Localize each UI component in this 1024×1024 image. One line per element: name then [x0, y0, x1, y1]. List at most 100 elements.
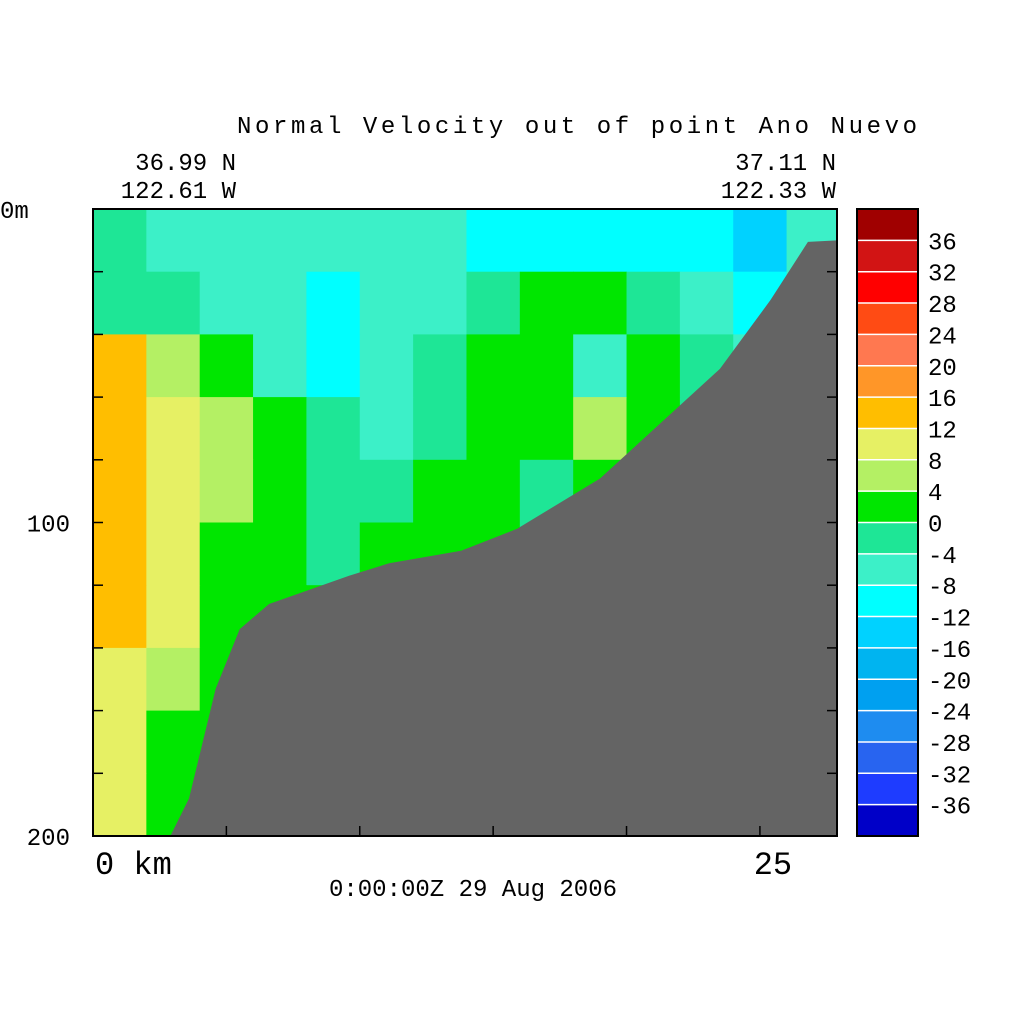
colorbar-box [857, 679, 918, 712]
left-lon: 122.61 W [121, 179, 237, 206]
colorbar-label: -12 [928, 607, 971, 634]
contour-cell [519, 271, 574, 335]
contour-cell [93, 647, 147, 712]
contour-cell [466, 459, 521, 523]
contour-cell [733, 209, 788, 273]
colorbar-frame [856, 208, 919, 837]
contour-cell [306, 334, 361, 398]
colorbar-box [857, 773, 918, 806]
contour-cell [679, 271, 734, 335]
contour-cell [146, 334, 201, 398]
contour-cell [253, 397, 307, 461]
contour-cell [146, 271, 201, 335]
contour-cell [519, 334, 574, 398]
contour-cell [519, 397, 574, 461]
contour-cell [466, 271, 521, 335]
colorbar-label: 28 [928, 293, 957, 320]
contour-cell [199, 334, 254, 398]
right-lon: 122.33 W [721, 179, 837, 206]
contour-cell [199, 397, 254, 461]
contour-cell [253, 459, 307, 523]
contour-cell [146, 209, 201, 273]
colorbar-box [857, 647, 918, 680]
contour-cell [413, 459, 467, 523]
colorbar-box [857, 271, 918, 304]
colorbar-label: -36 [928, 795, 971, 822]
contour-cell [573, 397, 628, 461]
contour-cell [253, 209, 307, 273]
colorbar-label: -16 [928, 638, 971, 665]
contour-cell [93, 773, 147, 836]
contour-cell [679, 209, 734, 273]
left-lat: 36.99 N [135, 151, 236, 178]
contour-cell [93, 209, 147, 273]
contour-cell [199, 209, 254, 273]
contour-cell [199, 522, 254, 586]
contour-cell [359, 397, 414, 461]
colorbar-box [857, 397, 918, 429]
contour-cell [93, 459, 147, 523]
colorbar-box [857, 303, 918, 335]
colorbar-label: 20 [928, 356, 957, 383]
colorbar-label: 4 [928, 481, 942, 508]
contour-cell [93, 271, 147, 335]
colorbar-label: 0 [928, 513, 942, 540]
contour-cell [413, 209, 467, 273]
colorbar-label: -32 [928, 763, 971, 790]
contour-cell [93, 585, 147, 649]
chart-title: Normal Velocity out of point Ano Nuevo [237, 114, 917, 141]
contour-cell [519, 209, 574, 273]
colorbar-label: 12 [928, 418, 957, 445]
contour-cell [626, 209, 681, 273]
contour-cell [199, 271, 254, 335]
contour-cell [573, 334, 628, 398]
plot-area [93, 209, 837, 836]
colorbar-box [857, 365, 918, 398]
contour-cell [253, 334, 307, 398]
contour-cell [626, 271, 681, 335]
contour-cell [306, 271, 361, 335]
colorbar-box [857, 741, 918, 774]
colorbar-box [857, 616, 918, 649]
colorbar-box [857, 553, 918, 586]
contour-cell [466, 209, 521, 273]
y-tick-label: 200 [27, 826, 70, 853]
contour-cell [93, 397, 147, 461]
contour-cell [93, 522, 147, 586]
colorbar-box [857, 459, 918, 492]
colorbar-box [857, 240, 918, 273]
colorbar-box [857, 334, 918, 367]
contour-cell [146, 522, 201, 586]
colorbar-label: -24 [928, 701, 971, 728]
colorbar-box [857, 491, 918, 523]
colorbar-label: 8 [928, 450, 942, 477]
contour-cell [306, 209, 361, 273]
contour-cell [146, 585, 201, 649]
contour-cell [306, 459, 361, 523]
contour-cell [93, 710, 147, 774]
time-label: 0:00:00Z 29 Aug 2006 [329, 877, 617, 904]
x-tick-label: 0 km [95, 847, 172, 884]
colorbar-label: 24 [928, 324, 957, 351]
right-lat: 37.11 N [735, 151, 836, 178]
colorbar-box [857, 804, 918, 837]
colorbar-label: -4 [928, 544, 957, 571]
colorbar-box [857, 209, 918, 241]
contour-cell [146, 647, 201, 712]
colorbar-box [857, 710, 918, 743]
x-tick-label: 25 [754, 847, 792, 884]
contour-cell [359, 271, 414, 335]
contour-cell [146, 459, 201, 523]
contour-cell [413, 334, 467, 398]
contour-cell [573, 209, 628, 273]
contour-cell [306, 397, 361, 461]
contour-cell [146, 397, 201, 461]
contour-cell [93, 334, 147, 398]
colorbar-box [857, 585, 918, 618]
contour-cell [253, 522, 307, 586]
land [170, 240, 837, 836]
colorbar-label: -20 [928, 669, 971, 696]
colorbar-box [857, 428, 918, 461]
